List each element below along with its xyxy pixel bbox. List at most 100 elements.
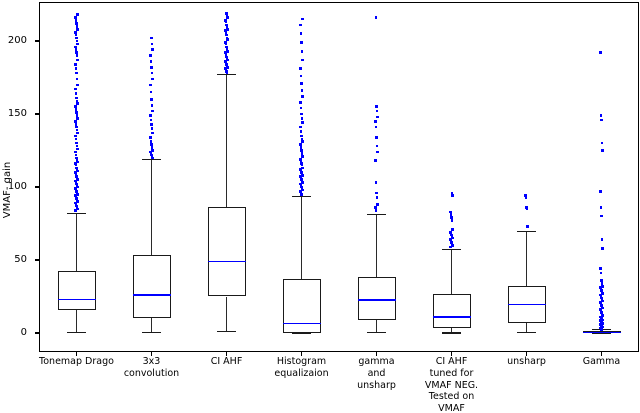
flier-dot	[149, 114, 152, 117]
y-tick-mark	[35, 186, 39, 188]
flier-dot	[599, 190, 602, 193]
plot-area	[39, 2, 639, 352]
lower-whisker	[525, 322, 528, 333]
flier-dot	[299, 184, 303, 187]
flier-dot	[374, 206, 377, 209]
flier-dot	[449, 238, 452, 241]
flier-dot	[601, 292, 604, 295]
flier-dot	[225, 45, 228, 49]
flier-dot	[600, 312, 604, 316]
flier-dot	[75, 54, 79, 57]
flier-dot	[375, 109, 379, 113]
flier-dot	[299, 23, 302, 27]
flier-dot	[75, 99, 79, 103]
flier-dot	[150, 153, 153, 157]
x-tick-label-line: Histogram	[276, 356, 327, 367]
flier-dot	[224, 68, 228, 72]
x-tick-label-line: unsharp	[357, 379, 396, 391]
flier-dot	[75, 128, 79, 132]
x-tick-label-line: CI AHF	[210, 356, 243, 367]
flier-dot	[74, 187, 77, 190]
flier-dot	[225, 14, 229, 18]
flier-dot	[75, 191, 79, 195]
flier-dot	[226, 16, 229, 19]
flier-dot	[74, 120, 77, 123]
flier-dot	[74, 195, 78, 199]
upper-whisker	[525, 231, 528, 287]
flier-dot	[601, 299, 604, 303]
flier-dot	[375, 144, 379, 148]
x-tick-label: Tonemap Drago	[12, 356, 142, 368]
flier-dot	[75, 166, 78, 170]
upper-cap	[442, 249, 461, 251]
x-tick-label-line: tuned for	[429, 367, 474, 379]
flier-dot	[300, 162, 303, 165]
flier-dot	[75, 144, 79, 148]
flier-dot	[449, 232, 453, 235]
flier-dot	[76, 207, 79, 211]
flier-dot	[224, 67, 227, 71]
flier-dot	[224, 19, 227, 22]
x-tick-label-line: convolution	[123, 367, 180, 379]
flier-dot	[74, 45, 77, 49]
x-tick-mark	[150, 352, 153, 356]
flier-dot	[75, 197, 78, 200]
flier-dot	[600, 305, 604, 308]
y-tick-mark	[35, 113, 39, 115]
upper-whisker	[375, 214, 378, 277]
flier-dot	[75, 206, 79, 209]
flier-dot	[150, 143, 153, 146]
flier-dot	[224, 20, 228, 24]
flier-dot	[149, 152, 153, 155]
flier-dot	[74, 63, 77, 66]
x-tick-label-line: and	[367, 367, 386, 379]
flier-dot	[74, 105, 77, 108]
flier-dot	[301, 166, 304, 170]
x-tick-label: Histogram equalizaion	[237, 356, 367, 380]
flier-dot	[150, 146, 154, 149]
median-line	[507, 303, 546, 306]
flier-dot	[451, 228, 454, 231]
flier-dot	[149, 118, 153, 122]
upper-whisker	[150, 159, 153, 255]
flier-dot	[75, 190, 78, 193]
flier-dot	[225, 11, 228, 15]
flier-dot	[599, 51, 602, 54]
flier-dot	[225, 55, 228, 59]
flier-dot	[74, 16, 77, 19]
flier-dot	[151, 156, 154, 160]
flier-dot	[150, 42, 154, 46]
flier-dot	[300, 193, 303, 196]
flier-dot	[74, 108, 78, 111]
flier-dot	[300, 89, 304, 92]
lower-cap	[367, 331, 386, 333]
flier-dot	[600, 282, 604, 285]
flier-dot	[599, 287, 603, 291]
upper-cap	[142, 158, 161, 160]
median-line	[207, 260, 246, 263]
flier-dot	[150, 103, 154, 107]
box	[432, 293, 471, 328]
x-tick-label: CI AHF	[162, 356, 292, 368]
flier-dot	[301, 188, 304, 192]
flier-dot	[525, 206, 528, 209]
flier-dot	[600, 311, 603, 314]
flier-dot	[151, 109, 154, 113]
flier-dot	[76, 160, 79, 164]
flier-dot	[600, 214, 603, 218]
x-tick-label: 3x3 convolution	[87, 356, 217, 380]
y-tick-mark	[35, 259, 39, 261]
flier-dot	[74, 203, 78, 206]
flier-dot	[151, 131, 154, 135]
box	[357, 276, 396, 320]
flier-dot	[76, 178, 79, 181]
flier-dot	[599, 308, 602, 311]
flier-dot	[74, 188, 78, 192]
flier-dot	[74, 67, 78, 71]
flier-dot	[450, 191, 454, 195]
flier-dot	[74, 150, 77, 154]
flier-dot	[600, 296, 603, 300]
x-tick-mark	[225, 352, 228, 356]
flier-dot	[374, 120, 377, 123]
